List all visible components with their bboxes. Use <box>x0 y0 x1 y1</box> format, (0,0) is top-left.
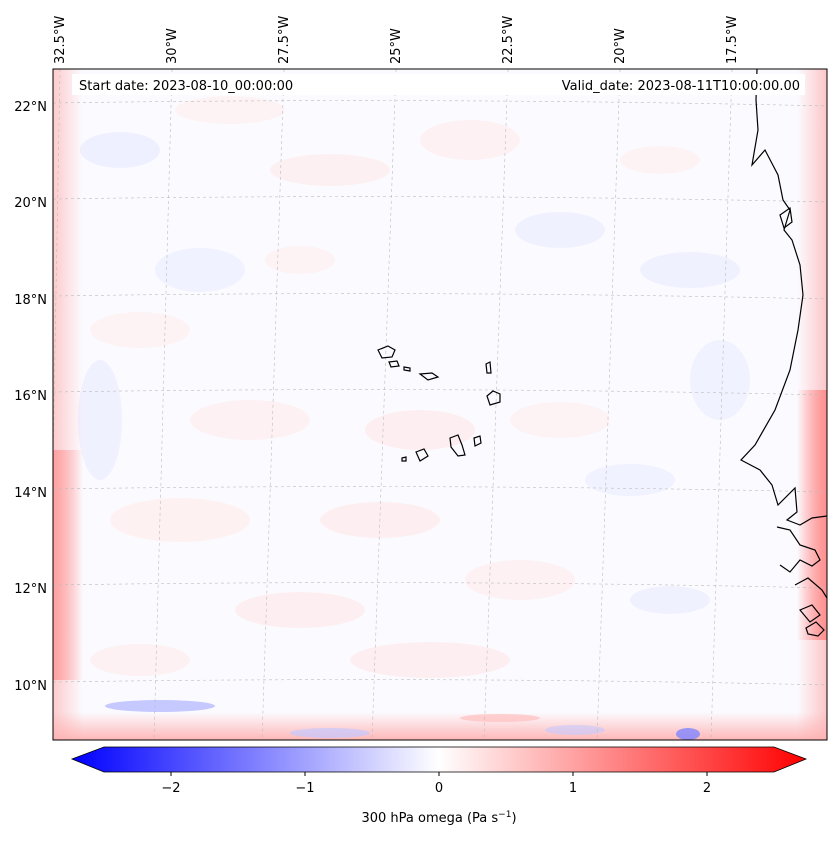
longitude-labels: 32.5°W 30°W 27.5°W 25°W 22.5°W 20°W 17.5… <box>53 16 740 64</box>
colorbar-label: 300 hPa omega (Pa s−1) <box>361 810 516 826</box>
lon-label: 30°W <box>165 28 180 64</box>
lat-label: 22°N <box>14 100 47 115</box>
colorbar-tick-label: 0 <box>435 781 443 796</box>
start-date-label: Start date: 2023-08-10_00:00:00 <box>79 79 293 94</box>
lat-label: 16°N <box>14 389 47 404</box>
colorbar-tick-label: 2 <box>703 781 711 796</box>
lat-label: 12°N <box>14 582 47 597</box>
lat-label: 10°N <box>14 679 47 694</box>
colorbar-tick-label: −2 <box>161 781 180 796</box>
coastlines <box>740 69 827 637</box>
colorbar-ticks <box>170 772 708 776</box>
lat-label: 18°N <box>14 293 47 308</box>
colorbar: −2 −1 0 1 2 300 hPa omega (Pa s−1) <box>70 746 808 826</box>
map-frame <box>52 68 828 741</box>
valid-date-label: Valid_date: 2023-08-11T10:00:00.00 <box>562 79 800 94</box>
africa-coastline <box>740 69 827 526</box>
lat-label: 20°N <box>14 196 47 211</box>
graticule <box>53 69 827 740</box>
omega-field <box>53 69 827 740</box>
lon-label: 22.5°W <box>501 16 516 64</box>
colorbar-tick-label: 1 <box>569 781 577 796</box>
colorbar-scale <box>70 746 808 773</box>
lon-label: 27.5°W <box>277 16 292 64</box>
cape-verde-islands <box>377 345 501 462</box>
lon-label: 32.5°W <box>53 16 68 64</box>
lon-label: 17.5°W <box>725 16 740 64</box>
lon-label: 20°W <box>613 28 628 64</box>
lat-label: 14°N <box>14 486 47 501</box>
lon-label: 25°W <box>389 28 404 64</box>
colorbar-tick-label: −1 <box>295 781 314 796</box>
latitude-labels: 22°N 20°N 18°N 16°N 14°N 12°N 10°N <box>14 100 47 694</box>
date-label-band <box>72 74 805 95</box>
